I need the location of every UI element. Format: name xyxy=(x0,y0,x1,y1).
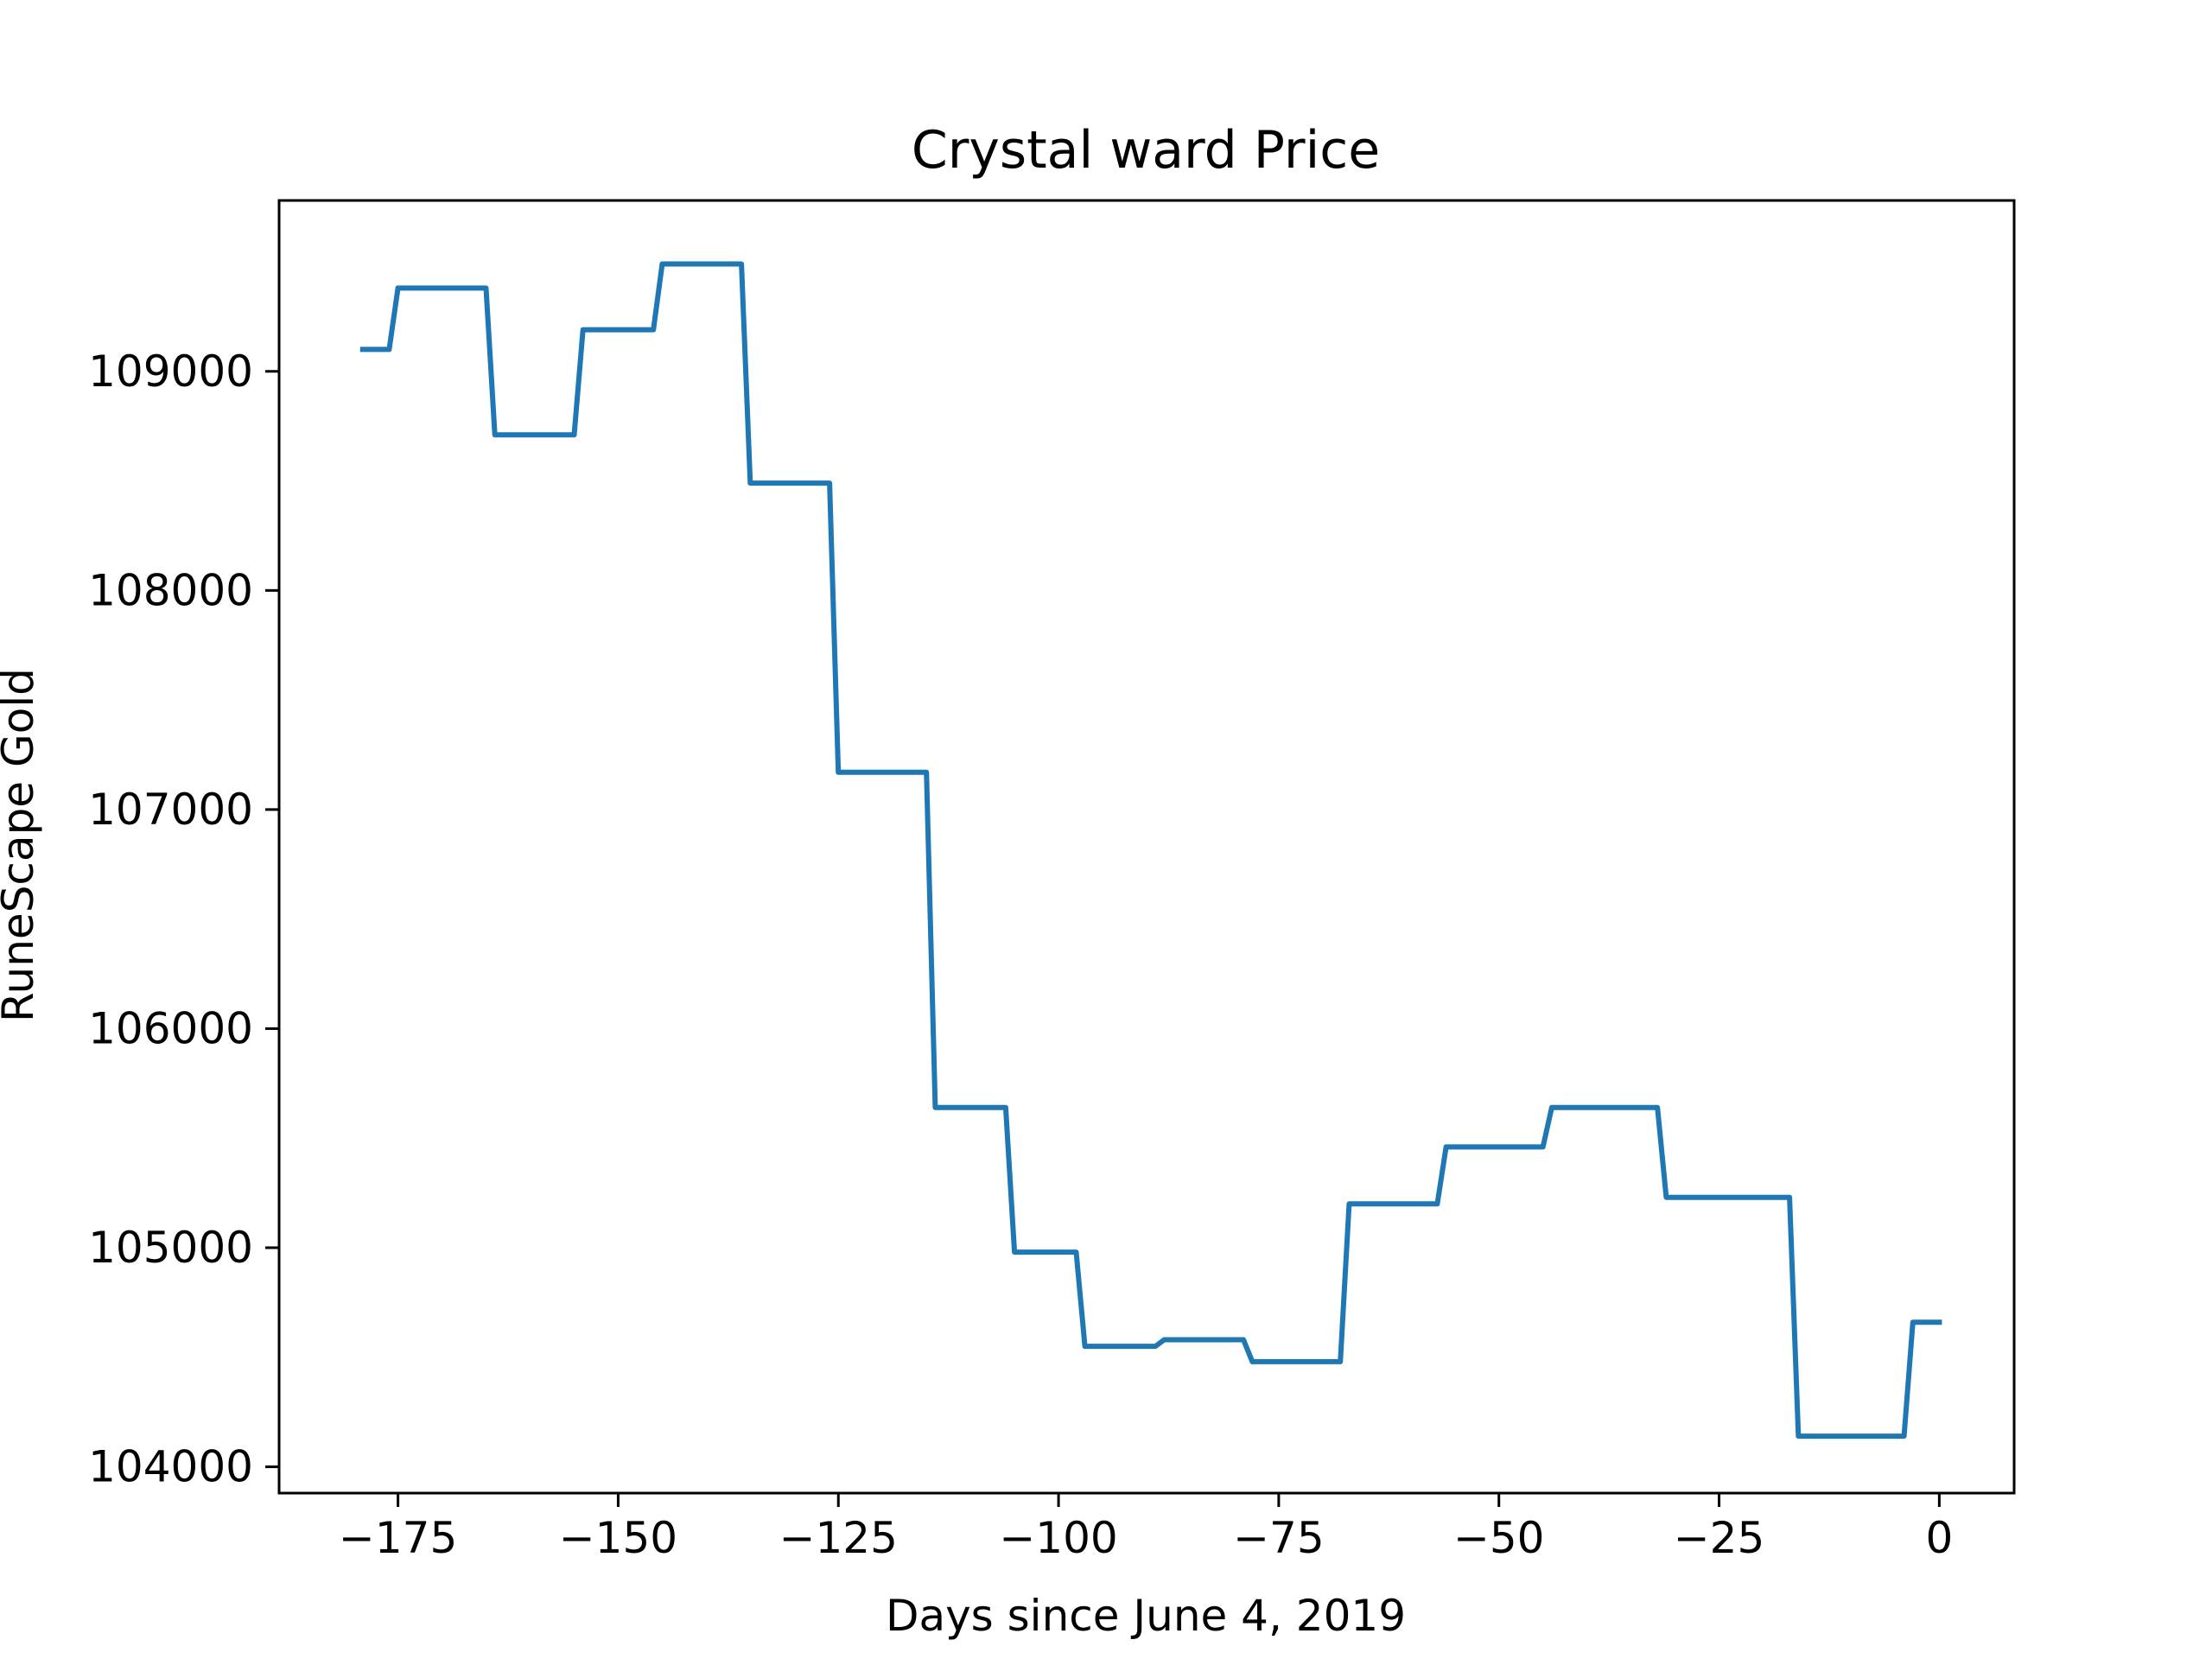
y-tick-label: 106000 xyxy=(88,1003,253,1053)
y-axis-label: RuneScape Gold xyxy=(0,668,43,1022)
y-tick-label: 107000 xyxy=(88,785,253,835)
x-tick-label: 0 xyxy=(1925,1513,1953,1563)
y-tick-label: 104000 xyxy=(88,1442,253,1492)
y-tick-label: 108000 xyxy=(88,565,253,615)
y-tick-label: 105000 xyxy=(88,1223,253,1273)
x-tick-label: −100 xyxy=(999,1513,1117,1563)
x-tick-label: −150 xyxy=(559,1513,677,1563)
x-tick-label: −25 xyxy=(1674,1513,1765,1563)
x-axis-label: Days since June 4, 2019 xyxy=(886,1591,1406,1641)
x-tick-label: −175 xyxy=(339,1513,457,1563)
series-line-0 xyxy=(359,261,1942,1440)
x-tick-label: −50 xyxy=(1453,1513,1545,1563)
plot-layer: −175 −150 −125 −100 −75 −50 −25 0 104000 105000 10… xyxy=(88,199,2016,1563)
x-tick-label: −125 xyxy=(779,1513,898,1563)
x-tick-label: −75 xyxy=(1233,1513,1325,1563)
y-tick-label: 109000 xyxy=(88,346,253,397)
chart-title: Crystal ward Price xyxy=(912,120,1380,181)
plot-frame xyxy=(277,199,2016,1495)
